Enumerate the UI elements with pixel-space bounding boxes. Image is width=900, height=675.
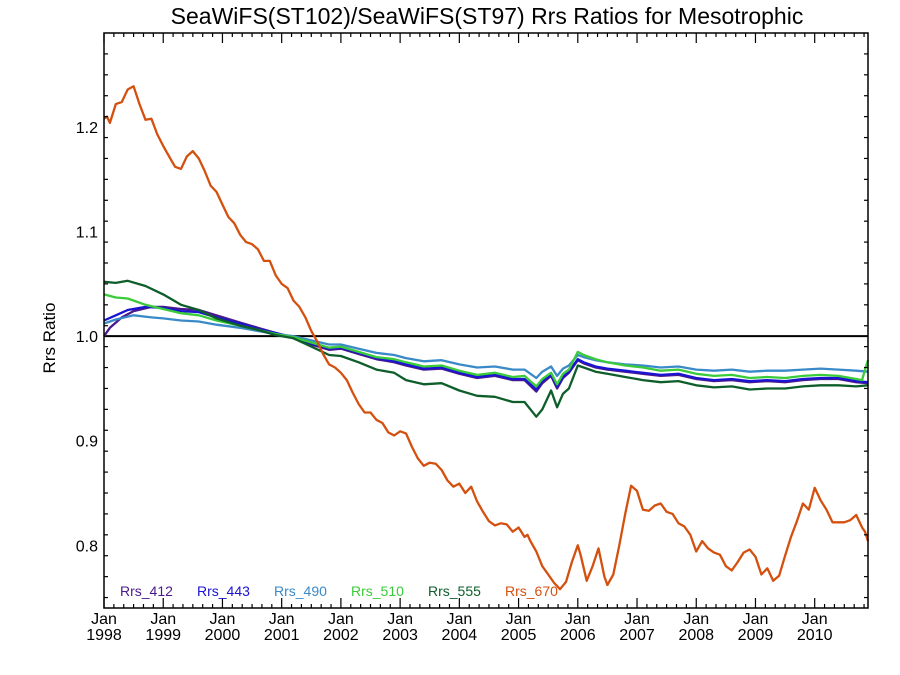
series-line-rrs-670 <box>103 85 870 591</box>
x-tick-label-month: Jan <box>624 611 650 628</box>
x-tick-label-year: 2001 <box>264 627 300 644</box>
plot-area <box>103 85 870 591</box>
x-tick-label-year: 2005 <box>501 627 537 644</box>
x-tick-label-month: Jan <box>91 611 117 628</box>
y-tick-label: 1.0 <box>76 329 98 346</box>
y-tick-label: 0.9 <box>76 434 98 451</box>
legend-item-rrs-412: Rrs_412 <box>120 583 173 599</box>
x-tick-label-month: Jan <box>565 611 591 628</box>
y-tick-label: 0.8 <box>76 538 98 555</box>
series-line-rrs-490 <box>103 314 869 380</box>
chart-title: SeaWiFS(ST102)/SeaWiFS(ST97) Rrs Ratios … <box>171 3 804 29</box>
legend-item-rrs-510: Rrs_510 <box>351 583 404 599</box>
x-tick-label-year: 2009 <box>738 627 774 644</box>
x-tick-label-month: Jan <box>802 611 828 628</box>
x-tick-label-month: Jan <box>683 611 709 628</box>
x-tick-label-month: Jan <box>387 611 413 628</box>
x-tick-label-year: 2000 <box>205 627 241 644</box>
series-line-rrs-443 <box>103 305 869 391</box>
x-tick-label-year: 1998 <box>86 627 122 644</box>
axes-frame <box>103 32 869 609</box>
legend-item-rrs-443: Rrs_443 <box>197 583 250 599</box>
legend-item-rrs-670: Rrs_670 <box>505 583 558 599</box>
y-tick-label: 1.1 <box>76 225 98 242</box>
axis-ticks: 0.80.91.01.11.2Jan1998Jan1999Jan2000Jan2… <box>76 33 868 644</box>
x-tick-label-month: Jan <box>328 611 354 628</box>
y-tick-label: 1.2 <box>76 120 98 137</box>
x-tick-label-month: Jan <box>150 611 176 628</box>
x-tick-label-year: 2010 <box>797 627 833 644</box>
x-tick-label-year: 2003 <box>382 627 418 644</box>
x-tick-label-month: Jan <box>269 611 295 628</box>
series-line-rrs-555 <box>103 279 869 418</box>
legend-item-rrs-555: Rrs_555 <box>428 583 481 599</box>
x-tick-label-month: Jan <box>743 611 769 628</box>
x-tick-label-year: 1999 <box>145 627 181 644</box>
y-axis-label: Rrs Ratio <box>40 303 59 374</box>
plot-frame <box>103 32 869 609</box>
x-tick-label-month: Jan <box>446 611 472 628</box>
x-tick-label-year: 2006 <box>560 627 596 644</box>
x-tick-label-year: 2008 <box>678 627 714 644</box>
legend: Rrs_412 Rrs_443 Rrs_490 Rrs_510 Rrs_555 Rrs_6… <box>120 583 558 599</box>
x-tick-label-month: Jan <box>506 611 532 628</box>
x-tick-label-month: Jan <box>210 611 236 628</box>
x-tick-label-year: 2007 <box>619 627 655 644</box>
legend-item-rrs-490: Rrs_490 <box>274 583 327 599</box>
x-tick-label-year: 2004 <box>442 627 478 644</box>
x-tick-label-year: 2002 <box>323 627 359 644</box>
